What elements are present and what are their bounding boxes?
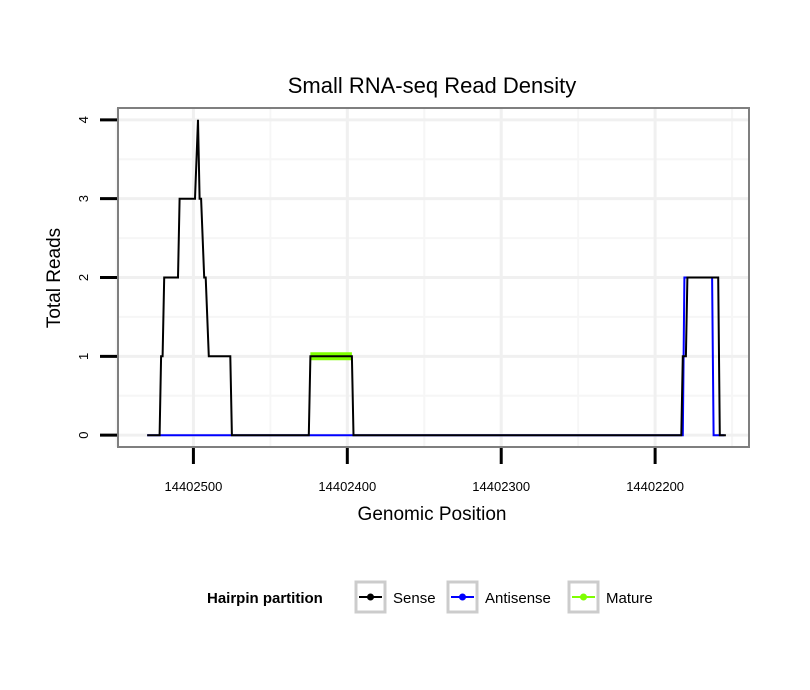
chart-title: Small RNA-seq Read Density [288, 73, 577, 98]
series-lines [147, 119, 726, 437]
x-tick-label: 14402400 [318, 479, 376, 494]
x-tick-label: 14402300 [472, 479, 530, 494]
y-axis-title: Total Reads [44, 228, 65, 328]
legend-key-point [580, 593, 587, 601]
axes: 14402500 14402400 14402300 14402200 0 1 2 3 4 [76, 116, 684, 494]
x-axis-title: Genomic Position [358, 504, 507, 525]
legend: Hairpin partition Sense Antisense Mature [207, 580, 653, 614]
legend-label-sense: Sense [393, 590, 436, 607]
legend-label-antisense: Antisense [485, 590, 551, 607]
y-tick-label: 4 [76, 116, 91, 123]
grid-lines [115, 108, 749, 447]
legend-key-point [367, 593, 374, 601]
panel-frame [117, 107, 750, 448]
series-line-sense [147, 119, 726, 437]
y-tick-label: 1 [76, 353, 91, 360]
y-tick-label: 0 [76, 432, 91, 439]
x-tick-label: 14402200 [626, 479, 684, 494]
legend-title: Hairpin partition [207, 590, 323, 607]
legend-key-point [459, 593, 466, 601]
x-tick-label: 14402500 [164, 479, 222, 494]
y-tick-label: 3 [76, 195, 91, 202]
legend-label-mature: Mature [606, 590, 653, 607]
panel-border [117, 107, 750, 448]
y-tick-label: 2 [76, 274, 91, 281]
